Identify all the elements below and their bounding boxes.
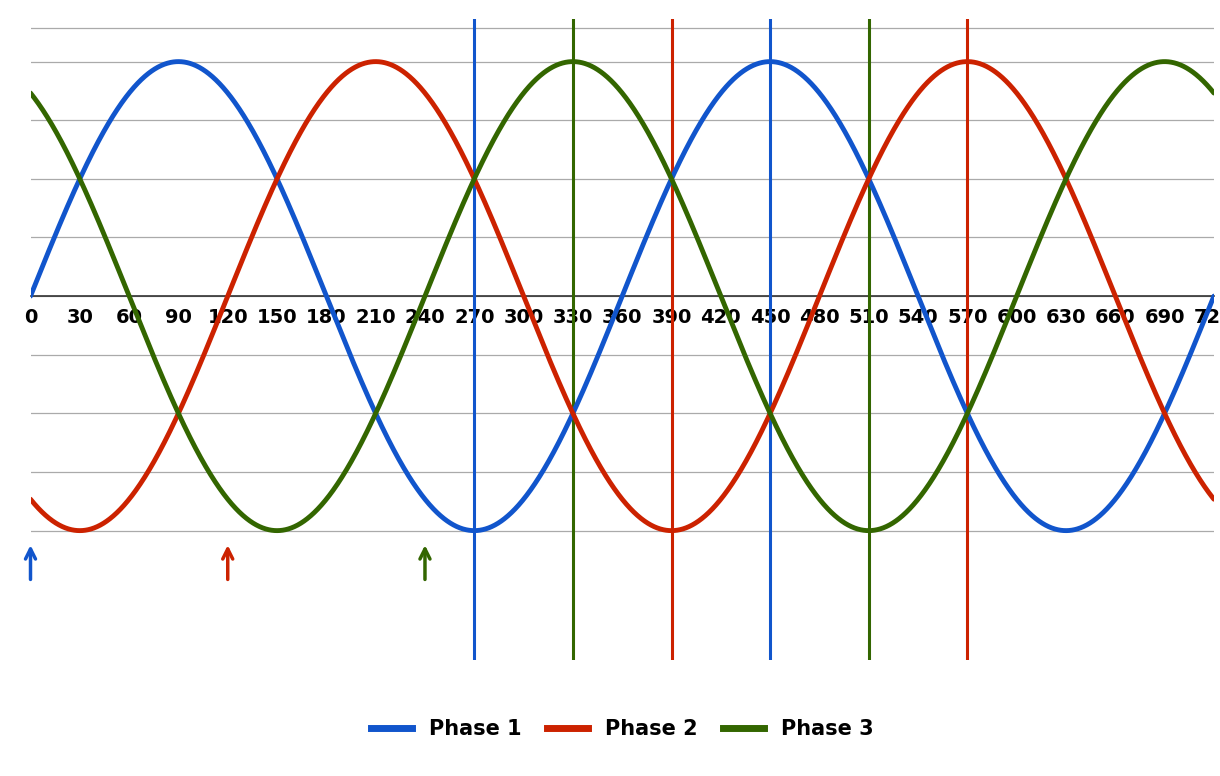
Legend: Phase 1, Phase 2, Phase 3: Phase 1, Phase 2, Phase 3 — [371, 719, 874, 739]
